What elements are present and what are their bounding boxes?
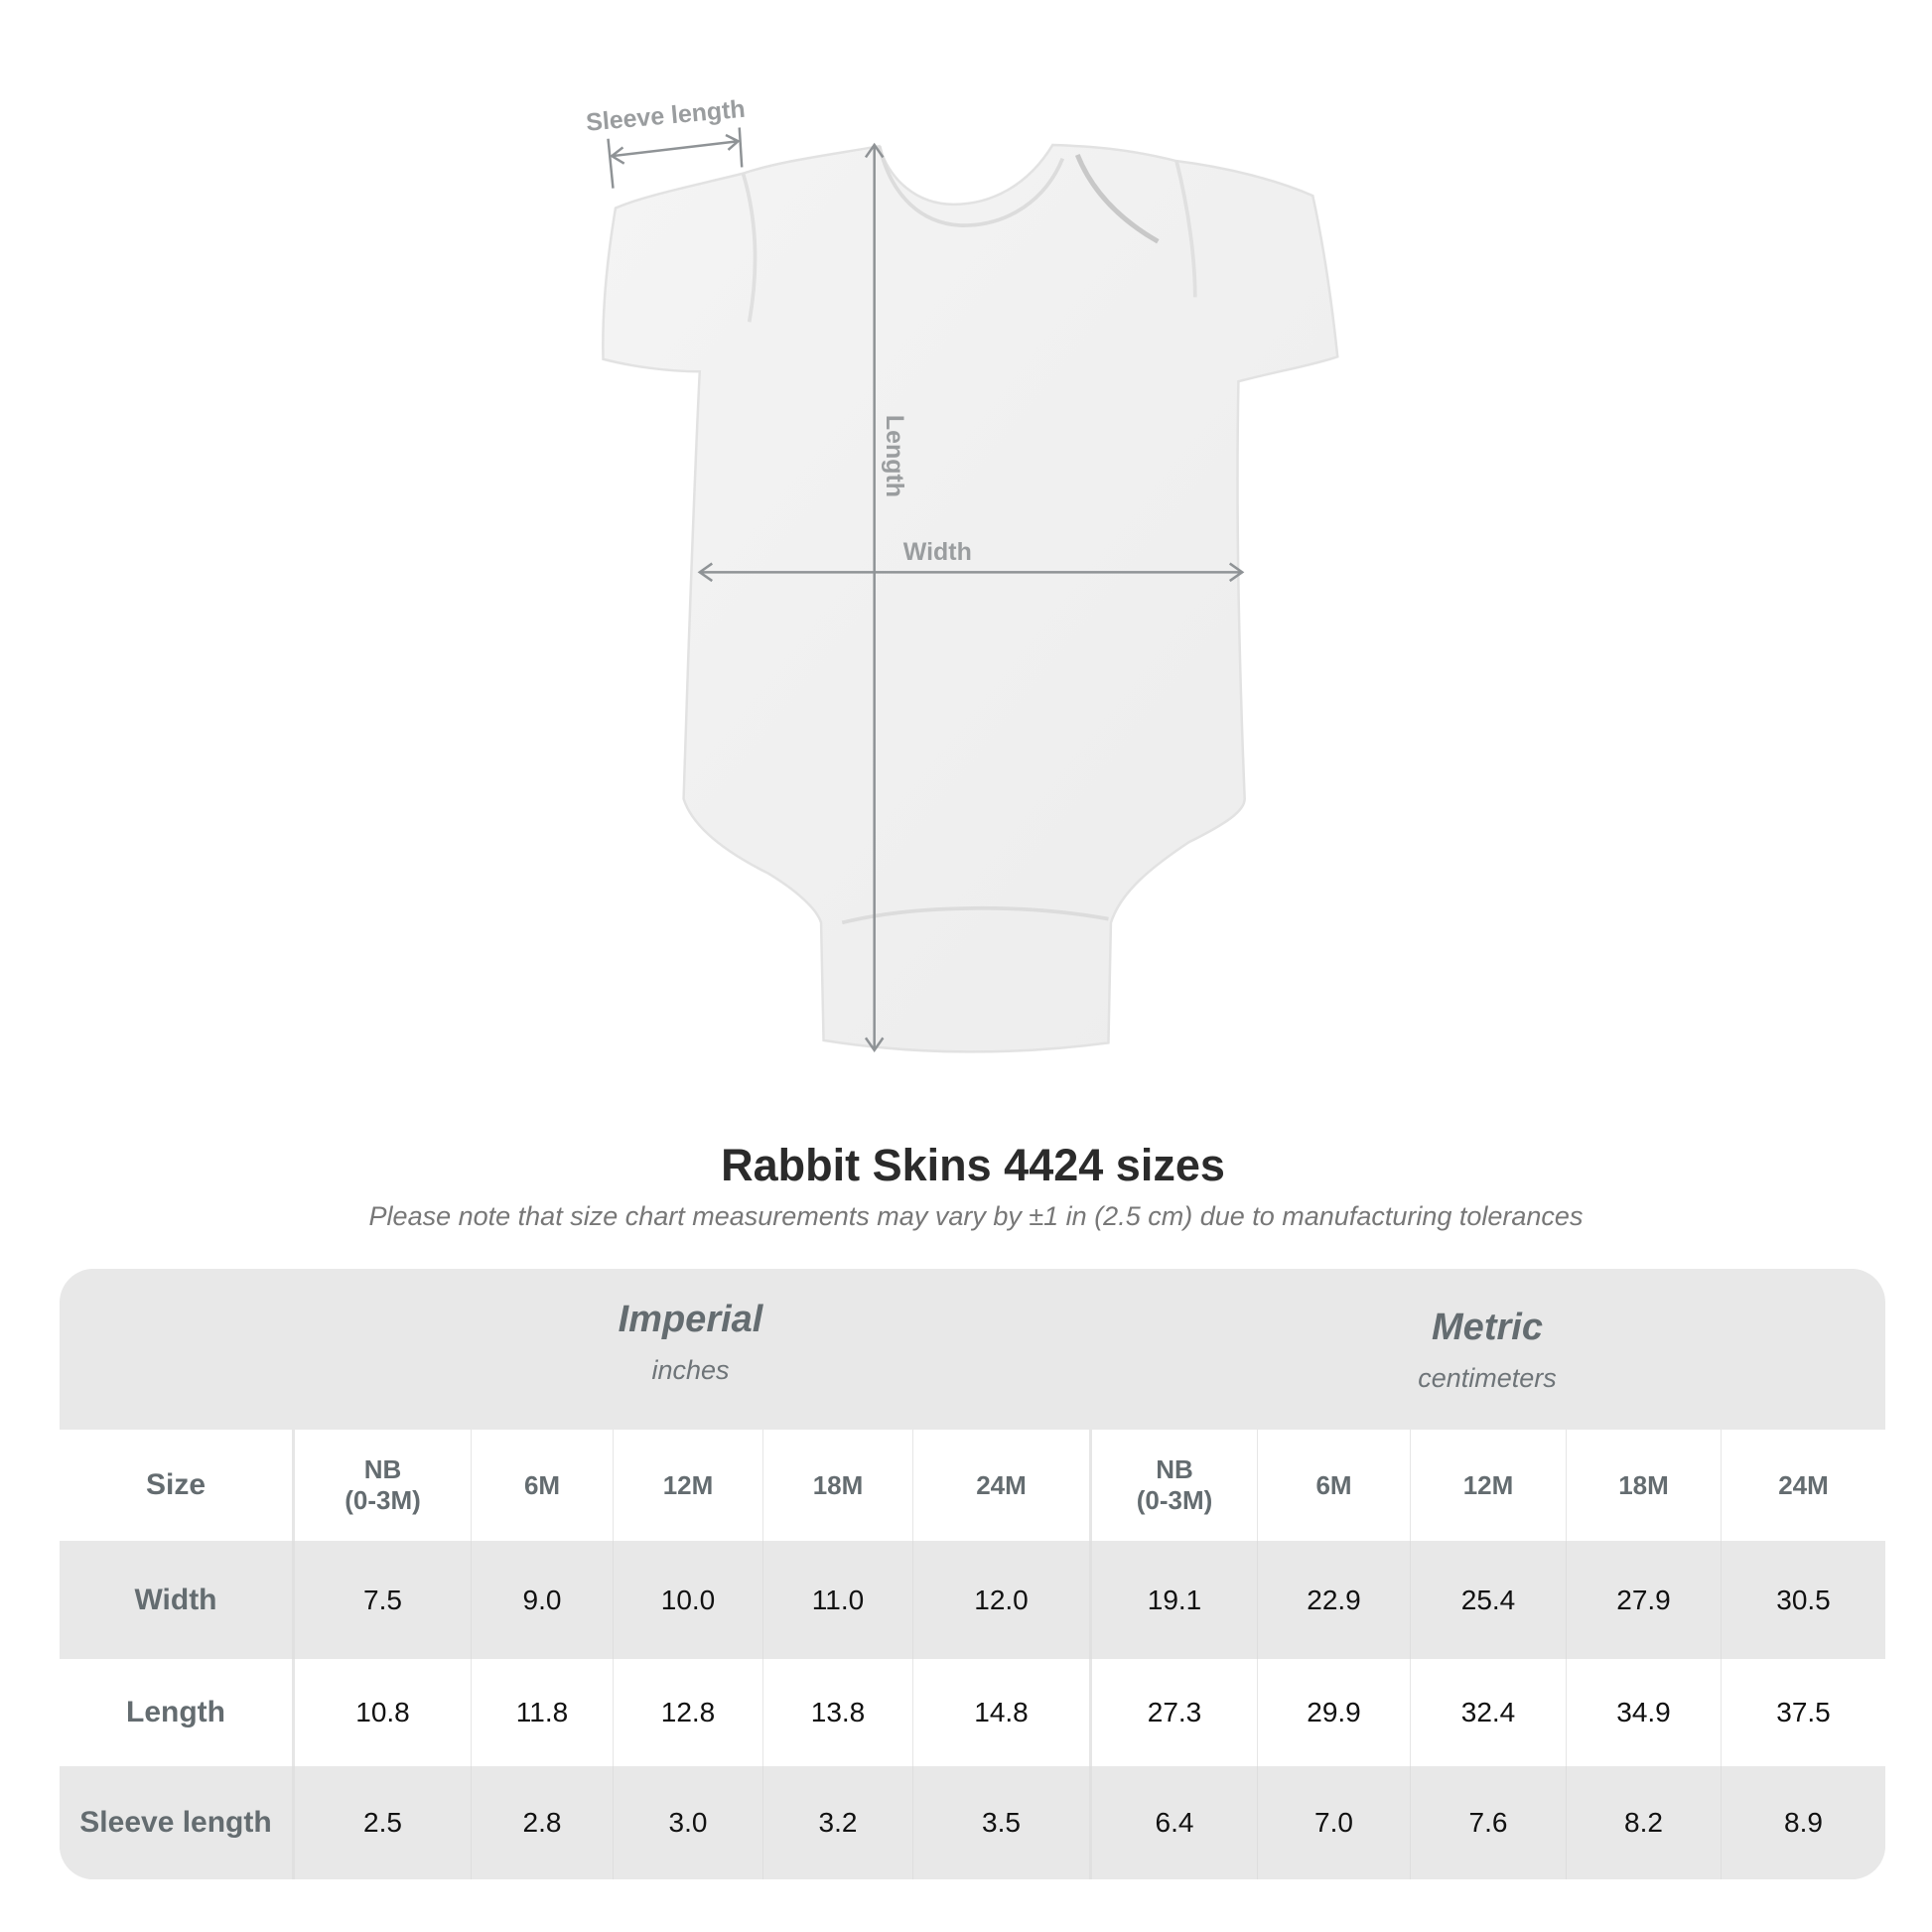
size-name: 24M: [976, 1469, 1027, 1500]
imperial-value-cell: 2.5: [292, 1766, 471, 1879]
size-name: 6M: [1315, 1469, 1352, 1500]
size-header-cell: 18M: [762, 1430, 912, 1541]
table-row: Width 7.5 9.0 10.0 11.0 12.0 19.1 22.9 25.4 27.9 3…: [60, 1541, 1885, 1659]
size-name: NB: [1156, 1454, 1193, 1484]
size-label: Size: [145, 1468, 207, 1501]
metric-value-cell: 25.4: [1410, 1541, 1566, 1659]
row-label: Sleeve length: [79, 1806, 272, 1839]
tolerance-note: Please note that size chart measurements…: [368, 1201, 1584, 1231]
sleeve-length-arrow: [607, 127, 744, 189]
width-arrow: [697, 562, 1245, 583]
size-header-cell: NB (0-3M): [292, 1430, 471, 1541]
metric-value-cell: 6.4: [1089, 1766, 1257, 1879]
imperial-value-cell: 3.2: [762, 1766, 912, 1879]
metric-header: Metric centimeters: [1089, 1269, 1885, 1430]
size-name: 12M: [1462, 1469, 1514, 1500]
imperial-value-cell: 12.8: [613, 1659, 762, 1766]
metric-value-cell: 27.3: [1089, 1659, 1257, 1766]
sleeve-length-label: Sleeve length: [585, 95, 747, 137]
metric-value-cell: 19.1: [1089, 1541, 1257, 1659]
metric-value-cell: 37.5: [1721, 1659, 1885, 1766]
size-name: 24M: [1778, 1469, 1829, 1500]
row-label: Length: [126, 1696, 225, 1728]
metric-value-cell: 8.2: [1566, 1766, 1721, 1879]
size-header-cell: 12M: [1410, 1430, 1566, 1541]
metric-value-cell: 22.9: [1257, 1541, 1410, 1659]
size-header-cell: 18M: [1566, 1430, 1721, 1541]
imperial-title: Imperial: [618, 1299, 763, 1340]
imperial-value-cell: 10.8: [292, 1659, 471, 1766]
size-header-cell: 6M: [471, 1430, 613, 1541]
imperial-value-cell: 3.5: [912, 1766, 1089, 1879]
size-name: 18M: [812, 1469, 864, 1500]
imperial-value-cell: 10.0: [613, 1541, 762, 1659]
imperial-value-cell: 9.0: [471, 1541, 613, 1659]
imperial-value-cell: 2.8: [471, 1766, 613, 1879]
imperial-unit: inches: [651, 1355, 730, 1385]
metric-value-cell: 29.9: [1257, 1659, 1410, 1766]
metric-value-cell: 27.9: [1566, 1541, 1721, 1659]
metric-value-cell: 30.5: [1721, 1541, 1885, 1659]
size-header-cell: 6M: [1257, 1430, 1410, 1541]
size-header-cell: 12M: [613, 1430, 762, 1541]
metric-value-cell: 32.4: [1410, 1659, 1566, 1766]
metric-value-cell: 34.9: [1566, 1659, 1721, 1766]
metric-unit: centimeters: [1418, 1363, 1557, 1393]
metric-value-cell: 7.6: [1410, 1766, 1566, 1879]
row-label: Width: [134, 1583, 217, 1616]
size-header-cell: 24M: [912, 1430, 1089, 1541]
width-label: Width: [903, 538, 972, 566]
imperial-value-cell: 11.8: [471, 1659, 613, 1766]
size-table: Imperial inches Metric centimeters Size N…: [60, 1269, 1885, 1879]
length-arrow: [864, 142, 885, 1053]
imperial-value-cell: 3.0: [613, 1766, 762, 1879]
size-name: 12M: [662, 1469, 714, 1500]
size-name: NB: [363, 1454, 402, 1484]
page-title: Rabbit Skins 4424 sizes: [721, 1140, 1225, 1190]
size-header-cell: 24M: [1721, 1430, 1885, 1541]
size-name: 6M: [523, 1469, 561, 1500]
size-range: (0-3M): [1136, 1485, 1213, 1515]
size-range: (0-3M): [345, 1485, 421, 1515]
size-header-row: Size NB (0-3M) 6M 12M 18M 24M NB (0-3M) 6M 12M 18M 2…: [60, 1430, 1885, 1541]
table-row: Sleeve length 2.5 2.8 3.0 3.2 3.5 6.4 7.0 7.6 8.2…: [60, 1766, 1885, 1879]
imperial-header: Imperial inches: [292, 1269, 1089, 1430]
metric-value-cell: 7.0: [1257, 1766, 1410, 1879]
imperial-value-cell: 13.8: [762, 1659, 912, 1766]
metric-title: Metric: [1432, 1307, 1543, 1348]
metric-value-cell: 8.9: [1721, 1766, 1885, 1879]
size-name: 18M: [1618, 1469, 1669, 1500]
imperial-value-cell: 12.0: [912, 1541, 1089, 1659]
imperial-value-cell: 11.0: [762, 1541, 912, 1659]
size-header-cell: NB (0-3M): [1089, 1430, 1257, 1541]
onesie-garment: [602, 143, 1339, 1053]
length-label: Length: [881, 415, 908, 497]
imperial-value-cell: 14.8: [912, 1659, 1089, 1766]
table-row: Length 10.8 11.8 12.8 13.8 14.8 27.3 29.9 32.4 34…: [60, 1659, 1885, 1766]
imperial-value-cell: 7.5: [292, 1541, 471, 1659]
